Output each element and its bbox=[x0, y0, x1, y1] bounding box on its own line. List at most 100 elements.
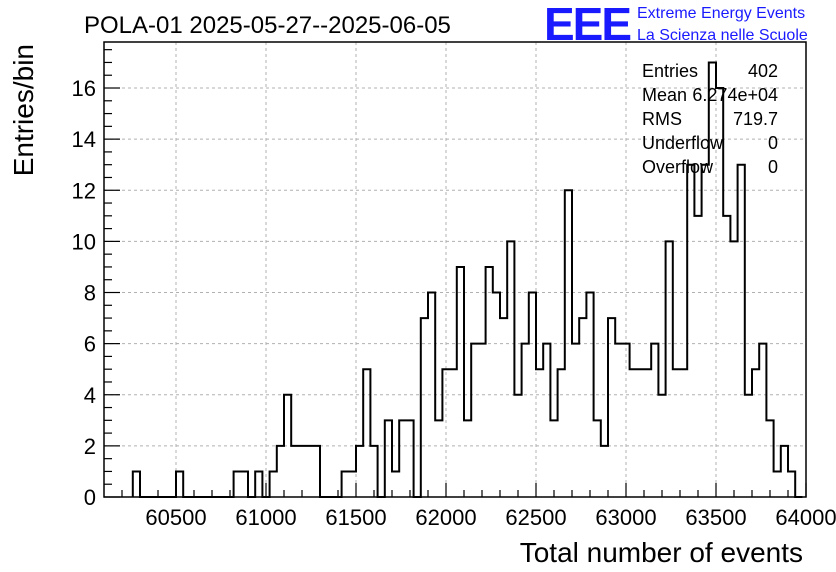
stats-value: 6.274e+04 bbox=[692, 85, 778, 105]
stats-label: Entries bbox=[642, 61, 698, 81]
y-tick-label: 12 bbox=[72, 178, 96, 203]
x-tick-label: 62500 bbox=[505, 505, 566, 530]
plot-frame bbox=[103, 41, 807, 498]
histogram-bin bbox=[644, 369, 651, 497]
histogram-bin bbox=[370, 446, 377, 497]
histogram-bin bbox=[702, 165, 709, 497]
stats-value: 0 bbox=[768, 157, 778, 177]
histogram-bin bbox=[471, 344, 478, 497]
y-tick-label: 2 bbox=[84, 434, 96, 459]
histogram-bin bbox=[298, 446, 305, 497]
histogram-bin bbox=[457, 267, 464, 497]
histogram-bin bbox=[464, 420, 471, 497]
histogram-bin bbox=[608, 318, 615, 497]
x-tick-label: 63500 bbox=[685, 505, 746, 530]
histogram-bin bbox=[673, 369, 680, 497]
histogram-bin bbox=[507, 241, 514, 497]
histogram-bin bbox=[666, 241, 673, 497]
histogram-bin bbox=[385, 420, 392, 497]
histogram-bin bbox=[572, 344, 579, 497]
logo-line-1: Extreme Energy Events bbox=[637, 5, 805, 22]
x-tick-label: 61500 bbox=[325, 505, 386, 530]
histogram-bin bbox=[738, 165, 745, 497]
histogram-bin bbox=[241, 471, 248, 497]
histogram-bin bbox=[392, 471, 399, 497]
stats-label: Overflow bbox=[642, 157, 714, 177]
histogram-bin bbox=[766, 420, 773, 497]
histogram-bin bbox=[637, 369, 644, 497]
histogram-bin bbox=[478, 344, 485, 497]
x-tick-label: 61000 bbox=[235, 505, 296, 530]
logo-line-2: La Scienza nelle Scuole bbox=[637, 27, 808, 44]
histogram-bin bbox=[349, 471, 356, 497]
histogram-bin bbox=[723, 216, 730, 497]
histogram-bin bbox=[176, 471, 183, 497]
logo-mark: EEE bbox=[544, 0, 630, 50]
histogram-bin bbox=[687, 165, 694, 497]
stats-value: 402 bbox=[748, 61, 778, 81]
histogram-bin bbox=[406, 420, 413, 497]
histogram-bin bbox=[558, 369, 565, 497]
y-tick-label: 0 bbox=[84, 485, 96, 510]
histogram-bin bbox=[356, 446, 363, 497]
stats-value: 719.7 bbox=[733, 109, 778, 129]
y-axis-title: Entries/bin bbox=[8, 44, 39, 176]
grid-lines bbox=[104, 42, 807, 497]
histogram-bin bbox=[421, 318, 428, 497]
histogram-bin bbox=[601, 446, 608, 497]
histogram-bin bbox=[500, 318, 507, 497]
histogram-bin bbox=[651, 344, 658, 497]
histogram-bin bbox=[435, 420, 442, 497]
stats-box: Entries 402 Mean 6.274e+04 RMS 719.7 Underflow… bbox=[642, 61, 778, 177]
histogram-bin bbox=[363, 369, 370, 497]
histogram-bin bbox=[399, 420, 406, 497]
histogram-bin bbox=[342, 471, 349, 497]
chart-title: POLA-01 2025-05-27--2025-06-05 bbox=[84, 12, 451, 39]
histogram-bin bbox=[615, 344, 622, 497]
y-tick-label: 10 bbox=[72, 229, 96, 254]
histogram-bin bbox=[550, 420, 557, 497]
y-tick-label: 4 bbox=[84, 383, 96, 408]
histogram-bin bbox=[306, 446, 313, 497]
histogram-bin bbox=[630, 369, 637, 497]
stats-label: RMS bbox=[642, 109, 682, 129]
histogram-bin bbox=[730, 241, 737, 497]
histogram-bin bbox=[313, 446, 320, 497]
x-tick-label: 63000 bbox=[595, 505, 656, 530]
histogram-bin bbox=[450, 369, 457, 497]
histogram-bin bbox=[788, 471, 795, 497]
histogram-bin bbox=[594, 420, 601, 497]
histogram-bin bbox=[543, 344, 550, 497]
histogram-bin bbox=[781, 446, 788, 497]
stats-label: Underflow bbox=[642, 133, 724, 153]
stats-value: 0 bbox=[768, 133, 778, 153]
x-tick-label: 62000 bbox=[415, 505, 476, 530]
histogram-bars bbox=[131, 61, 803, 498]
histogram-bin bbox=[133, 471, 140, 497]
x-tick-label: 60500 bbox=[145, 505, 206, 530]
histogram-bin bbox=[759, 344, 766, 497]
histogram-bin bbox=[234, 471, 241, 497]
histogram-bin bbox=[774, 471, 781, 497]
histogram-bin bbox=[522, 344, 529, 497]
y-axis: 0 2 4 6 8 10 12 14 16 bbox=[72, 49, 120, 510]
histogram-outline bbox=[131, 61, 803, 498]
x-axis: 60500 61000 61500 62000 62500 63000 63500 64000 bbox=[121, 483, 836, 530]
histogram-bin bbox=[709, 62, 716, 497]
histogram-bin bbox=[680, 369, 687, 497]
x-tick-label: 64000 bbox=[775, 505, 836, 530]
y-tick-label: 8 bbox=[84, 281, 96, 306]
histogram-bin bbox=[486, 267, 493, 497]
histogram-bin bbox=[752, 369, 759, 497]
histogram-bin bbox=[291, 446, 298, 497]
y-tick-label: 14 bbox=[72, 127, 96, 152]
histogram-bin bbox=[536, 369, 543, 497]
y-tick-label: 6 bbox=[84, 332, 96, 357]
x-axis-title: Total number of events bbox=[520, 537, 803, 568]
logo: EEE Extreme Energy Events La Scienza nel… bbox=[544, 0, 808, 50]
histogram-bin bbox=[277, 446, 284, 497]
histogram-bin bbox=[270, 471, 277, 497]
histogram-bin bbox=[694, 216, 701, 497]
histogram-bin bbox=[255, 471, 262, 497]
